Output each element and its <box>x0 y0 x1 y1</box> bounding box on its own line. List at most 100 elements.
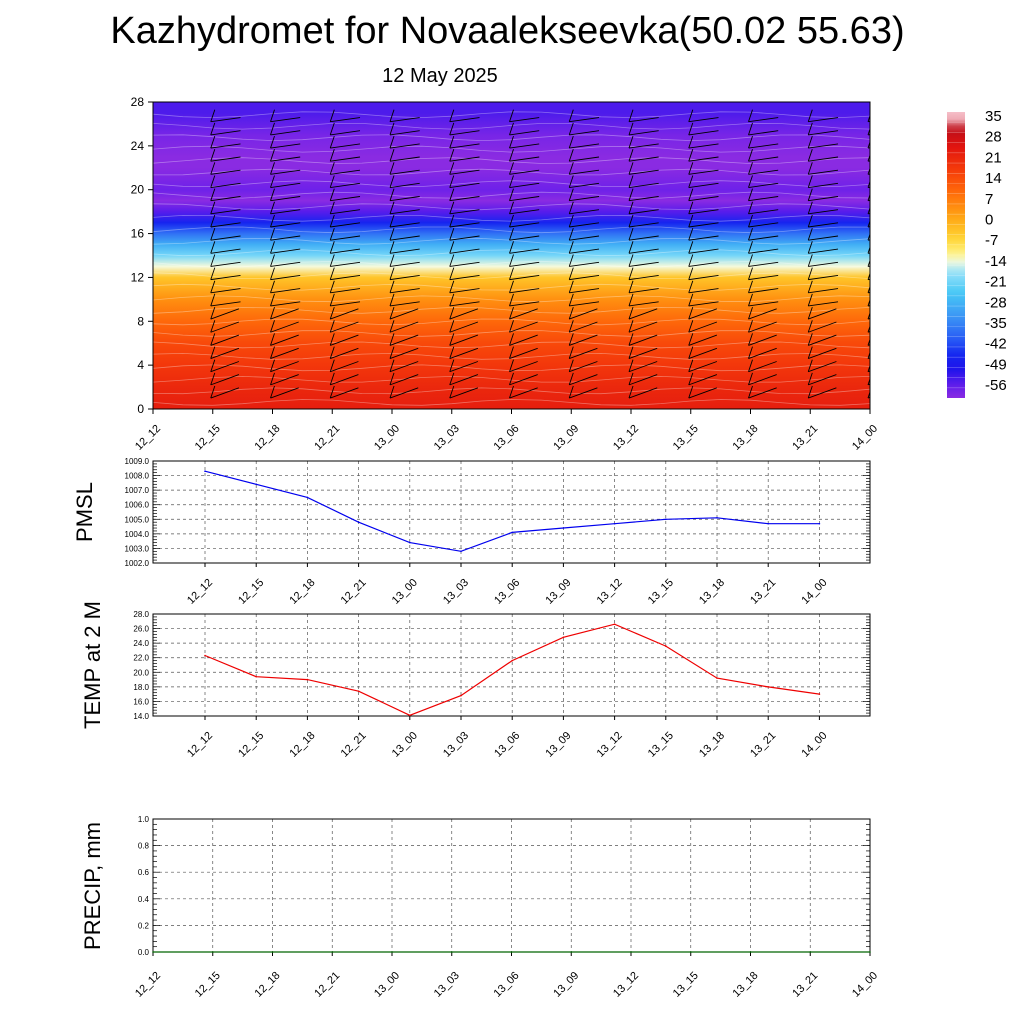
wind-barb-feather <box>807 241 813 254</box>
colorbar-label: -56 <box>985 377 1007 394</box>
wind-barb-feather <box>688 214 694 228</box>
wind-barb <box>270 288 301 294</box>
wind-barb <box>628 196 659 202</box>
wind-barb-feather <box>568 254 574 267</box>
wind-barb-feather <box>807 188 813 201</box>
x-tick-label: 13_15 <box>646 577 676 607</box>
wind-barb-feather <box>449 320 455 333</box>
wind-barb <box>867 160 870 162</box>
wind-barb <box>867 186 870 188</box>
wind-barb-feather <box>748 267 753 280</box>
y-tick-label: 16 <box>131 227 145 241</box>
wind-barb-feather <box>270 280 275 293</box>
wind-barb <box>509 117 540 123</box>
wind-barb-feather <box>449 175 455 188</box>
wind-barb <box>867 292 870 294</box>
wind-barb-feather <box>748 241 753 254</box>
wind-barb-feather <box>867 114 870 122</box>
wind-barb <box>688 196 719 202</box>
wind-barb <box>270 274 301 281</box>
wind-barb-feather <box>748 306 753 320</box>
x-tick-label: 13_06 <box>492 730 522 760</box>
wind-barb-feather <box>688 201 694 214</box>
wind-barb <box>569 130 600 136</box>
y-tick-label: 1003.0 <box>125 544 150 553</box>
wind-barb <box>330 182 361 188</box>
wind-barb-feather <box>449 214 455 228</box>
x-tick-label: 13_09 <box>551 423 581 453</box>
wind-barb <box>210 387 240 399</box>
x-tick-label: 12_18 <box>287 730 317 760</box>
colorbar-label: 0 <box>985 212 993 229</box>
wind-barb <box>808 301 839 307</box>
data-point <box>391 951 393 953</box>
wind-barb <box>210 334 240 346</box>
wind-barb <box>688 321 718 333</box>
wind-barb-feather <box>867 311 870 320</box>
x-tick-label: 13_21 <box>790 423 820 453</box>
wind-barb <box>867 252 870 254</box>
wind-barb-feather <box>509 109 514 122</box>
wind-barb <box>688 288 719 294</box>
wind-barb <box>210 130 241 136</box>
wind-barb <box>389 347 419 359</box>
data-point <box>562 636 565 639</box>
wind-barb-feather <box>748 333 753 346</box>
wind-barb-feather <box>568 372 574 386</box>
y-tick-label: 0.6 <box>138 868 150 877</box>
wind-barb-feather <box>509 254 514 267</box>
wind-barb-feather <box>688 346 694 359</box>
x-tick-label: 13_03 <box>432 970 462 1000</box>
wind-barb-feather <box>748 385 753 399</box>
wind-barb-feather <box>807 280 813 293</box>
wind-barb <box>330 130 361 136</box>
x-tick-label: 13_18 <box>697 730 727 760</box>
wind-barb-feather <box>210 359 216 372</box>
data-point <box>869 951 871 953</box>
data-point <box>460 550 462 553</box>
wind-barb-feather <box>270 333 275 346</box>
x-tick-label: 14_00 <box>799 577 829 607</box>
wind-barb <box>270 321 299 333</box>
wind-barb-feather <box>628 293 634 307</box>
wind-barb <box>389 209 420 215</box>
wind-barb-feather <box>748 359 753 372</box>
colorbar-label: -28 <box>985 294 1007 311</box>
wind-barb <box>389 130 420 136</box>
wind-barb-feather <box>329 175 335 188</box>
wind-barb-feather <box>628 372 634 386</box>
wind-barb <box>808 308 837 320</box>
wind-barb-feather <box>748 109 753 122</box>
wind-barb <box>808 387 837 399</box>
wind-barb <box>509 334 538 346</box>
wind-barb <box>688 347 718 359</box>
wind-barb-feather <box>210 346 216 359</box>
wind-barb-feather <box>449 359 455 372</box>
data-point <box>331 951 334 953</box>
x-tick-label: 12_12 <box>133 970 163 1000</box>
wind-barb <box>210 222 241 228</box>
wind-barb <box>867 134 870 136</box>
wind-barb <box>867 239 870 241</box>
x-tick-label: 14_00 <box>799 730 829 760</box>
x-tick-label: 13_18 <box>731 970 761 1000</box>
wind-barb-feather <box>210 254 216 267</box>
wind-barb <box>449 288 480 294</box>
wind-barb-feather <box>509 188 514 201</box>
wind-barb <box>449 374 479 386</box>
wind-barb <box>210 248 241 254</box>
wind-barb <box>867 357 870 359</box>
x-tick-label: 12_12 <box>185 577 215 607</box>
wind-barb-feather <box>270 162 275 175</box>
wind-barb-feather <box>628 333 634 346</box>
data-point <box>665 645 667 647</box>
wind-barb-feather <box>449 385 455 399</box>
wind-barb-feather <box>509 372 514 386</box>
wind-barb-feather <box>748 214 753 228</box>
wind-barb-feather <box>807 346 813 359</box>
wind-barb-feather <box>688 254 694 267</box>
wind-barb <box>449 274 480 281</box>
wind-barb <box>867 331 870 333</box>
y-tick-label: 1007.0 <box>125 486 150 495</box>
wind-barb <box>389 361 419 373</box>
